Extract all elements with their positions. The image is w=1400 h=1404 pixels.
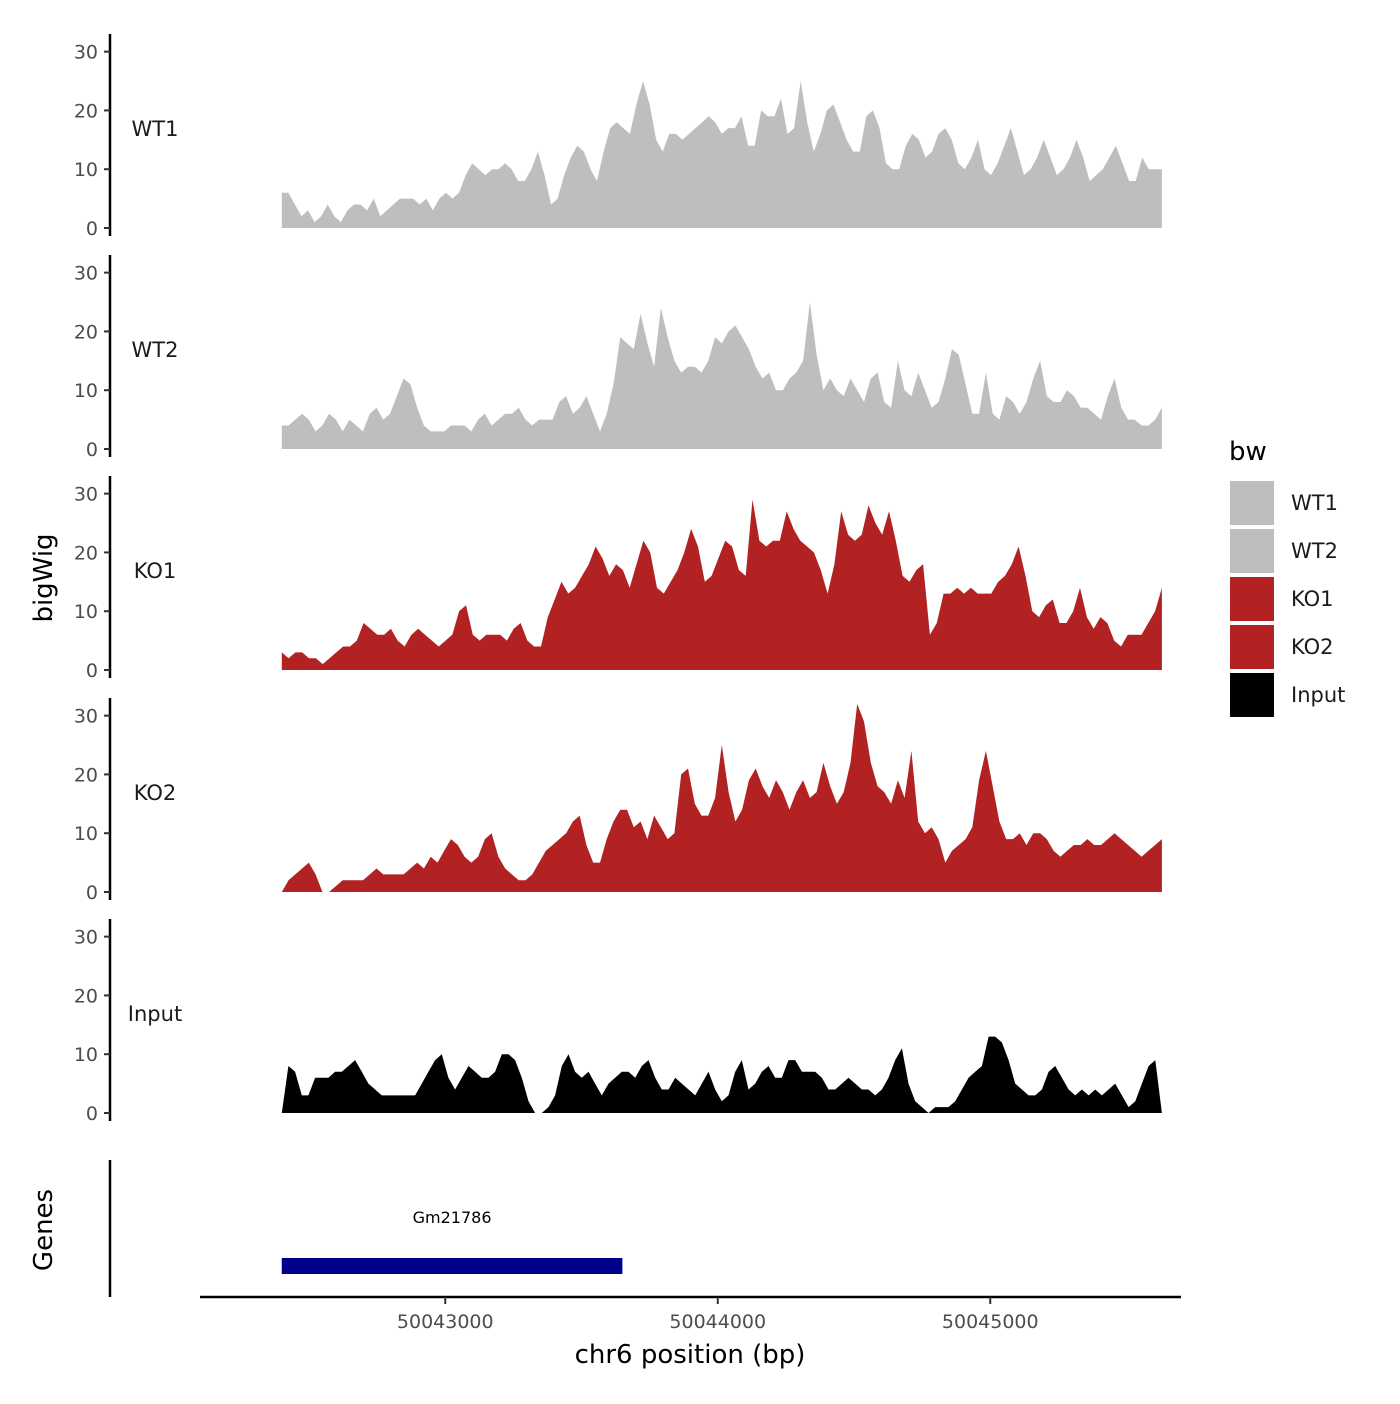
genes-panel: Gm21786 bbox=[108, 1160, 623, 1297]
gene-bar bbox=[281, 1258, 623, 1274]
track-ko1: 0 10 20 30 KO1 bbox=[74, 476, 1162, 682]
track-label-input: Input bbox=[128, 1002, 182, 1026]
x-tick-label: 50044000 bbox=[669, 1311, 766, 1333]
x-axis: 50043000 50044000 50045000 bbox=[200, 1295, 1181, 1333]
x-tick-label: 50045000 bbox=[942, 1311, 1039, 1333]
track-label-ko2: KO2 bbox=[134, 781, 177, 805]
y-tick-label: 0 bbox=[86, 882, 98, 904]
y-tick-label: 30 bbox=[74, 706, 98, 728]
y-tick-label: 20 bbox=[74, 764, 98, 786]
legend-label-wt1: WT1 bbox=[1291, 491, 1338, 515]
y-tick-label: 0 bbox=[86, 660, 98, 682]
y-tick-label: 10 bbox=[74, 1044, 98, 1066]
genes-axis-title: Genes bbox=[29, 1189, 59, 1271]
y-axis-title: bigWig bbox=[29, 533, 59, 622]
area-ko2 bbox=[281, 703, 1162, 892]
y-tick-label: 10 bbox=[74, 380, 98, 402]
track-input: 0 10 20 30 Input bbox=[74, 919, 1162, 1125]
y-tick-label: 20 bbox=[74, 100, 98, 122]
y-tick-label: 20 bbox=[74, 542, 98, 564]
legend-label-wt2: WT2 bbox=[1291, 539, 1338, 563]
y-tick-label: 30 bbox=[74, 42, 98, 64]
legend: bw WT1 WT2 KO1 KO2 Input bbox=[1228, 437, 1345, 719]
area-wt2 bbox=[281, 302, 1162, 449]
legend-key-wt1 bbox=[1228, 479, 1276, 527]
y-tick-label: 10 bbox=[74, 601, 98, 623]
area-wt1 bbox=[281, 81, 1162, 228]
area-input bbox=[281, 1036, 1162, 1113]
y-tick-label: 10 bbox=[74, 823, 98, 845]
legend-key-ko2 bbox=[1228, 623, 1276, 671]
track-label-wt1: WT1 bbox=[132, 117, 179, 141]
legend-label-ko1: KO1 bbox=[1291, 587, 1334, 611]
legend-title: bw bbox=[1229, 437, 1267, 467]
x-tick-label: 50043000 bbox=[397, 1311, 494, 1333]
y-tick-label: 0 bbox=[86, 1103, 98, 1125]
legend-key-input bbox=[1228, 671, 1276, 719]
legend-key-wt2 bbox=[1228, 527, 1276, 575]
track-label-ko1: KO1 bbox=[134, 559, 177, 583]
legend-label-ko2: KO2 bbox=[1291, 635, 1334, 659]
y-tick-label: 0 bbox=[86, 218, 98, 240]
legend-key-ko1 bbox=[1228, 575, 1276, 623]
y-tick-label: 30 bbox=[74, 263, 98, 285]
track-label-wt2: WT2 bbox=[132, 338, 179, 362]
y-tick-label: 30 bbox=[74, 927, 98, 949]
track-ko2: 0 10 20 30 KO2 bbox=[74, 698, 1162, 904]
y-tick-label: 0 bbox=[86, 439, 98, 461]
y-tick-label: 20 bbox=[74, 985, 98, 1007]
gene-label: Gm21786 bbox=[413, 1208, 492, 1227]
track-wt2: 0 10 20 30 WT2 bbox=[74, 255, 1162, 461]
area-ko1 bbox=[281, 499, 1162, 670]
y-tick-label: 30 bbox=[74, 484, 98, 506]
y-tick-label: 20 bbox=[74, 321, 98, 343]
y-tick-label: 10 bbox=[74, 159, 98, 181]
legend-label-input: Input bbox=[1291, 683, 1345, 707]
track-wt1: 0 10 20 30 WT1 bbox=[74, 34, 1162, 240]
x-axis-title: chr6 position (bp) bbox=[575, 1340, 806, 1370]
tracks-layer: 0 10 20 30 WT1 0 10 20 30 WT2 0 10 20 30 KO1 0 10 20 30 KO2… bbox=[74, 34, 1162, 1125]
